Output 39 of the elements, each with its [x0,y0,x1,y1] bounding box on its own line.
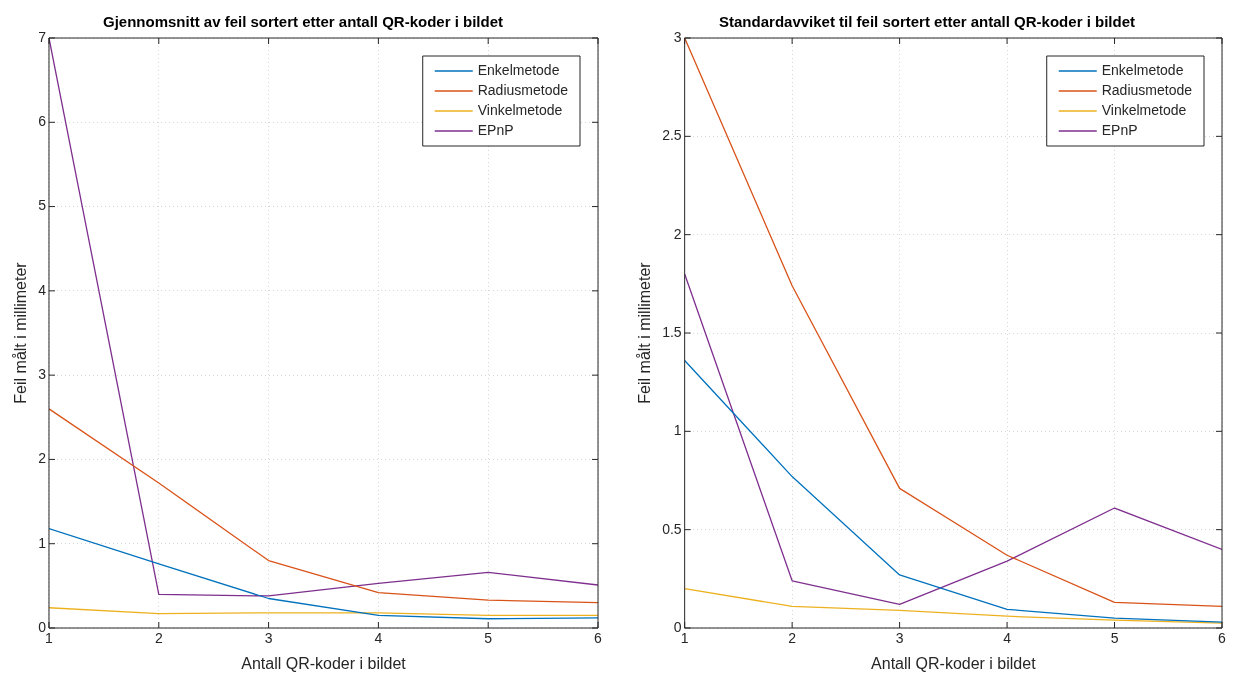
x-tick-label: 3 [264,630,273,647]
legend-label: EPnP [1101,121,1138,138]
legend-label: Vinkelmetode [477,101,563,118]
legend-label: Radiusmetode [1101,81,1193,98]
y-tick-label: 0.5 [662,520,682,537]
x-tick-label: 4 [374,630,383,647]
x-tick-label: 3 [895,630,904,647]
y-tick-label: 3 [673,28,682,45]
legend-label: Enkelmetode [477,61,560,78]
y-tick-label: 5 [38,197,47,214]
y-tick-label: 2.5 [662,127,682,144]
chart-title: Standardavviket til feil sortert etter antall QR-koder i bildet [719,13,1135,31]
x-tick-label: 6 [1218,630,1227,647]
x-tick-label: 2 [154,630,163,647]
legend-label: Radiusmetode [477,81,569,98]
x-tick-label: 2 [788,630,797,647]
y-tick-label: 2 [673,225,682,242]
y-tick-label: 2 [38,450,47,467]
x-tick-label: 5 [484,630,493,647]
y-tick-label: 1 [673,422,682,439]
y-tick-label: 0 [38,618,47,635]
x-tick-label: 5 [1110,630,1119,647]
y-axis-title: Feil målt i millimeter [12,261,30,404]
x-tick-label: 6 [594,630,603,647]
legend-label: EPnP [477,121,514,138]
x-tick-label: 4 [1003,630,1012,647]
x-axis-title: Antall QR-koder i bildet [871,654,1037,672]
chart-title: Gjennomsnitt av feil sortert etter antall QR-koder i bildet [102,13,504,31]
y-tick-label: 3 [38,366,47,382]
y-tick-label: 0 [673,618,682,635]
y-tick-label: 4 [38,281,47,298]
legend-label: Enkelmetode [1101,61,1184,78]
y-tick-label: 1.5 [662,323,682,340]
x-axis-title: Antall QR-koder i bildet [241,654,407,672]
y-tick-label: 7 [38,28,47,45]
y-axis-title: Feil målt i millimeter [636,261,654,404]
y-tick-label: 6 [38,113,47,130]
y-tick-label: 1 [38,534,47,551]
legend-label: Vinkelmetode [1101,101,1187,118]
